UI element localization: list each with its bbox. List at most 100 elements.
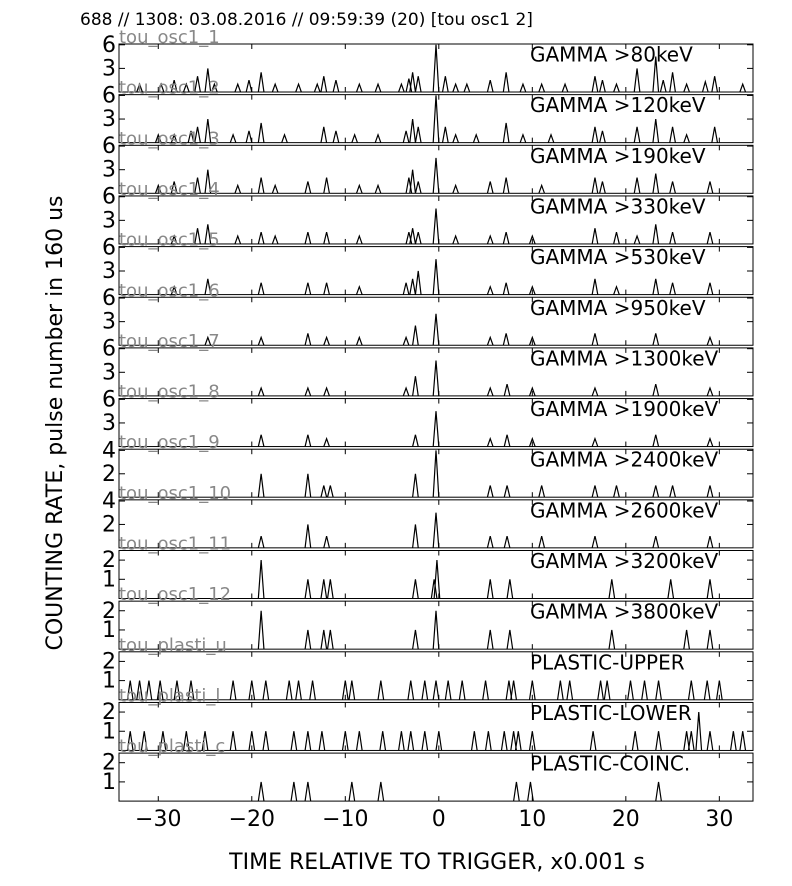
channel-name: tou_osc1_6	[119, 280, 220, 301]
spike	[332, 80, 340, 93]
spike	[669, 181, 676, 194]
channel-name: tou_osc1_2	[119, 78, 220, 99]
spike	[341, 680, 349, 700]
spike	[304, 232, 312, 245]
spike	[458, 680, 466, 700]
spike	[538, 82, 546, 93]
spike	[320, 485, 328, 498]
spike	[257, 560, 265, 599]
spike	[295, 82, 302, 93]
spike	[262, 731, 270, 751]
spike	[355, 82, 363, 93]
y-tick-label: 1	[102, 669, 116, 694]
spike	[304, 629, 312, 650]
spike	[528, 234, 536, 245]
spike	[706, 282, 714, 295]
spike	[379, 731, 387, 751]
spike	[503, 485, 511, 498]
spike	[432, 360, 440, 396]
spike	[211, 82, 218, 93]
spike	[318, 731, 326, 751]
spike	[486, 335, 494, 346]
panel-label: GAMMA >950keV	[530, 296, 706, 320]
y-tick-label: 6	[102, 83, 116, 108]
spike	[561, 82, 569, 93]
spike	[703, 680, 711, 700]
spike	[257, 473, 265, 498]
spike	[374, 183, 382, 194]
spike	[683, 731, 691, 751]
spike	[502, 72, 510, 93]
panel-frame	[118, 448, 754, 498]
spike	[484, 731, 492, 751]
channel-name: tou_osc1_7	[119, 331, 220, 352]
spike	[503, 536, 511, 548]
spike	[290, 731, 298, 751]
y-axis-label: COUNTING RATE, pulse number in 160 us	[43, 195, 68, 650]
y-tick-label: 2	[102, 548, 116, 573]
spike	[412, 629, 419, 650]
spike	[729, 731, 737, 751]
spike	[421, 731, 429, 751]
spike	[421, 680, 429, 700]
panel-label: GAMMA >330keV	[530, 194, 706, 218]
spike	[248, 680, 256, 700]
spike	[505, 680, 513, 700]
spike	[245, 80, 253, 93]
spike	[486, 536, 494, 548]
spike	[503, 383, 511, 397]
y-tick-label: 1	[102, 567, 116, 592]
spike	[313, 82, 321, 93]
spike	[257, 536, 265, 548]
spike	[304, 181, 312, 194]
spike	[599, 181, 606, 194]
spike	[412, 579, 419, 599]
spike	[187, 130, 195, 143]
panel-frame	[118, 499, 754, 549]
spike	[402, 282, 410, 295]
spike	[257, 386, 265, 397]
spike	[687, 731, 695, 751]
x-tick-label: 0	[432, 807, 446, 832]
spike	[355, 284, 363, 295]
spike	[154, 183, 162, 194]
spike	[591, 536, 599, 548]
channel-name: tou_osc1_3	[119, 128, 220, 149]
panel-label: GAMMA >530keV	[530, 245, 706, 269]
spike	[591, 278, 599, 295]
spike	[204, 278, 212, 295]
spike	[500, 731, 508, 751]
spike	[652, 333, 660, 346]
spike	[706, 579, 714, 599]
spike	[432, 95, 440, 143]
y-tick-label: 3	[102, 158, 116, 183]
spike	[502, 177, 510, 194]
spike	[514, 731, 522, 751]
spike	[652, 224, 660, 245]
spike	[641, 680, 648, 700]
spike	[432, 680, 440, 700]
spike	[257, 434, 265, 447]
spike	[633, 234, 641, 245]
spike	[432, 610, 440, 650]
spike	[683, 132, 690, 143]
panel-frame	[118, 752, 754, 802]
spike	[432, 450, 440, 498]
y-tick-label: 6	[102, 387, 116, 412]
panel-label: GAMMA >2600keV	[530, 498, 719, 522]
spike	[711, 126, 719, 143]
spike	[513, 781, 520, 802]
spike	[506, 629, 514, 650]
spike	[652, 173, 660, 194]
y-tick-label: 6	[102, 185, 116, 210]
spike	[486, 284, 494, 295]
spike	[412, 376, 419, 396]
spike	[486, 629, 494, 650]
channel-name: tou_osc1_10	[119, 483, 231, 504]
spike	[355, 731, 363, 751]
spike	[433, 560, 441, 599]
spike	[435, 731, 443, 751]
spike	[414, 181, 422, 194]
spike	[652, 434, 660, 447]
